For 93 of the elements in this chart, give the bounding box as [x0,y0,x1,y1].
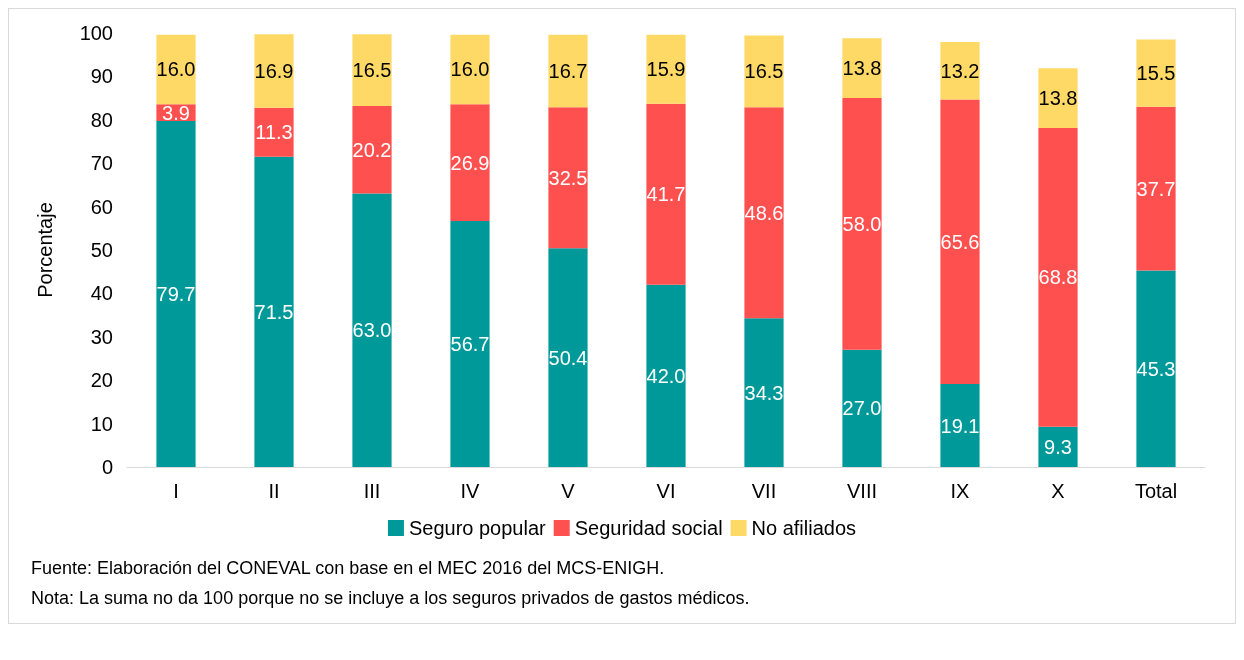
data-label: 79.7 [156,283,196,306]
y-tick-label: 70 [90,152,113,175]
x-tick-label: VI [656,480,676,502]
x-tick-label: IX [950,480,970,502]
bar [646,103,686,285]
bar [1038,128,1078,427]
bar [254,34,294,108]
data-label: 13.8 [1038,87,1078,110]
bar [450,34,490,105]
data-label: 42.0 [646,364,686,387]
text: Nota: La suma no da 100 porque no se incluye a los seguros privados de gastos médicos. [31,587,751,610]
bar [940,99,980,385]
y-tick-label: 0 [101,456,113,478]
x-tick-label: III [363,480,381,502]
data-label: 71.5 [254,300,294,323]
data-label: 13.2 [940,59,980,82]
data-label: 56.7 [450,332,490,355]
data-label: 45.3 [1136,357,1176,380]
bar [254,156,294,467]
data-label: 16.5 [744,60,784,83]
data-label: 19.1 [940,414,980,437]
data-label: 15.5 [1136,62,1176,85]
bar [548,107,588,249]
bar [254,107,294,157]
data-label: 68.8 [1038,266,1078,289]
bar [1136,106,1176,271]
data-label: 37.7 [1136,177,1176,200]
data-label: 34.3 [744,381,784,404]
x-tick-label: IV [460,480,481,502]
legend-label: Seguridad social [574,517,723,539]
y-tick-label: 100 [79,22,113,44]
x-tick-label: VII [751,480,777,502]
bar [352,34,392,106]
bar [450,220,490,467]
data-label: 15.9 [646,58,686,81]
x-tick-label: X [1051,480,1065,502]
data-label: 26.9 [450,151,490,174]
bar [156,121,196,467]
data-label: 16.0 [450,58,490,81]
data-label: 16.7 [548,59,588,82]
data-label: 16.9 [254,59,294,82]
data-label: 13.8 [842,57,882,80]
x-tick-label: V [561,480,576,502]
y-tick-label: 10 [90,412,113,435]
bar [842,38,882,99]
x-tick-label: I [173,480,179,502]
y-tick-label: 20 [90,369,113,392]
y-axis-title: Porcentaje [34,202,56,298]
bar [352,193,392,467]
bar [744,318,784,467]
data-label: 9.3 [1044,435,1072,458]
data-label: 63.0 [352,319,392,342]
data-label: 16.5 [352,59,392,82]
legend-label: Seguro popular [408,517,547,539]
data-label: 16.0 [156,58,196,81]
data-label: 65.6 [940,230,980,253]
bar [450,104,490,221]
data-label: 48.6 [744,201,784,224]
bar [842,349,882,467]
y-tick-label: 90 [90,65,113,88]
bar [1136,39,1176,107]
data-label: 11.3 [255,121,293,144]
x-tick-label: VIII [846,480,878,502]
source-note: Fuente: Elaboración del CONEVAL con base en el MEC 2016 del MCS-ENIGH. [31,557,666,580]
bar [1038,68,1078,129]
legend-label: No afiliados [751,517,857,539]
bar [646,284,686,467]
bar [548,34,588,108]
data-label: 58.0 [842,212,882,235]
x-tick-label: Total [1134,480,1178,502]
bar [156,34,196,105]
y-tick-label: 60 [90,195,113,218]
bar [646,34,686,104]
bar [744,107,784,319]
bar [1038,426,1078,467]
data-label: 50.4 [548,346,588,369]
y-tick-label: 80 [90,108,113,131]
data-label: 27.0 [842,397,882,420]
bar [1136,270,1176,467]
y-tick-label: 40 [90,282,113,305]
data-label: 3.9 [162,101,190,124]
y-tick-label: 30 [90,325,113,348]
data-label: 32.5 [548,166,588,189]
bar [940,42,980,100]
bar [744,35,784,108]
data-label: 41.7 [646,183,686,206]
bar [842,98,882,350]
bar [352,105,392,194]
x-tick-label: II [268,480,280,502]
bar [548,248,588,467]
y-tick-label: 50 [90,239,113,261]
data-label: 20.2 [352,138,392,161]
bar [940,384,980,467]
